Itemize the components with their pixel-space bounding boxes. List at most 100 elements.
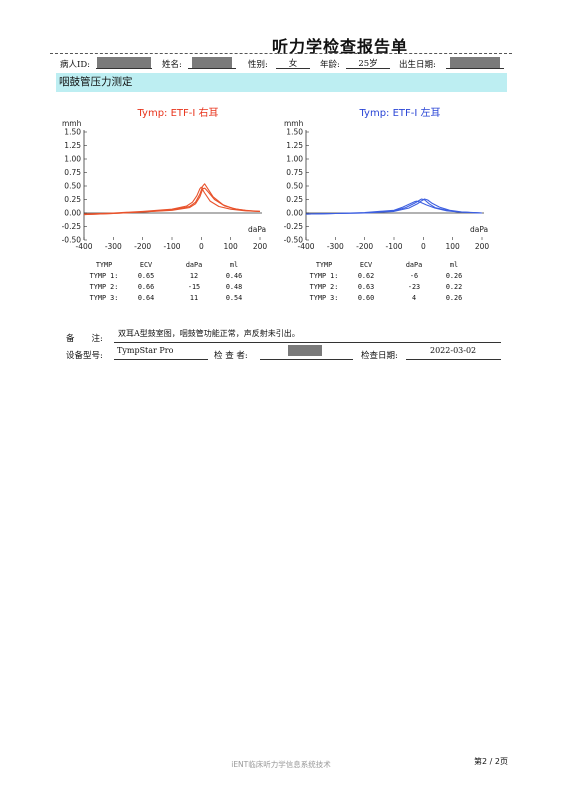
x-tick-label: 200 [475,242,490,251]
patient-age-value: 25岁 [346,57,390,69]
y-tick-label: 1.25 [286,141,303,150]
x-tick-label: -300 [105,242,122,251]
y-tick-label: 1.50 [64,128,81,137]
table-cell: 0.62 [357,272,375,280]
examiner-label: 检 查 者: [214,351,248,361]
table-cell: 0.26 [445,294,463,302]
table-cell: -6 [409,272,419,280]
table-cell: -23 [407,283,421,291]
device-label: 设备型号: [66,351,103,361]
table-cell: -15 [187,283,201,291]
x-tick-label: -300 [327,242,344,251]
patient-dob-field [446,57,504,69]
table-header-cell: ml [449,261,459,269]
series-line [305,200,483,215]
x-tick-label: 200 [253,242,268,251]
table-header-cell: ECV [359,261,373,269]
y-tick-label: 0.50 [64,182,81,191]
y-tick-label: 0.25 [64,195,81,204]
chart-title: Tymp: ETF-I 右耳 [136,106,218,119]
examiner-line [260,359,353,360]
examiner-redaction [288,345,322,356]
date-value: 2022-03-02 [430,346,477,355]
x-tick-label: -100 [163,242,180,251]
x-tick-label: -100 [385,242,402,251]
x-tick-label: 100 [446,242,461,251]
right-ear-tympanogram: Tymp: ETF-I 右耳 mmh 1.50 1.25 1.00 0.75 0.50 0.2… [40,98,280,260]
patient-id-field [96,57,152,69]
y-tick-label: 1.25 [64,141,81,150]
table-cell: 12 [189,272,199,280]
chart-title: Tymp: ETF-I 左耳 [358,106,440,119]
left-ear-table: TYMP ECV daPa ml TYMP 1: 0.62 -6 0.26 TYMP 2: 0.6… [304,261,484,302]
table-cell: TYMP 3: [309,294,339,302]
patient-name-field [188,57,236,69]
table-cell: 0.63 [357,283,375,291]
y-tick-label: 1.00 [64,155,81,164]
table-cell: TYMP 1: [89,272,119,280]
left-ear-tympanogram: Tymp: ETF-I 左耳 mmh 1.50 1.25 1.00 0.75 0.50 0.2… [262,98,502,260]
x-tick-label: 0 [199,242,204,251]
title-divider [50,53,512,54]
table-header-cell: daPa [405,261,423,269]
page-number: 第2 / 2页 [474,757,508,766]
patient-sex-label: 性别: [248,60,268,70]
section-title: 咽鼓管压力测定 [56,73,507,92]
table-cell: 0.26 [445,272,463,280]
series-line [83,187,261,216]
y-tick-label: -0.25 [62,222,82,231]
y-tick-label: 0.75 [286,168,303,177]
y-tick-label: 0.00 [64,209,81,218]
y-tick-label: 0.25 [286,195,303,204]
patient-id-label: 病人ID: [60,60,91,70]
series-line [305,198,483,215]
table-cell: 0.54 [225,294,243,302]
x-tick-label: 0 [421,242,426,251]
table-header-cell: TYMP [95,261,113,269]
patient-name-label: 姓名: [162,60,182,70]
table-header-cell: daPa [185,261,203,269]
table-cell: 0.46 [225,272,243,280]
patient-dob-redaction [450,57,500,68]
y-tick-label: -0.50 [284,236,304,245]
table-cell: 0.22 [445,283,463,291]
y-axis-label: mmh [284,119,304,128]
table-header-cell: ml [229,261,239,269]
y-tick-label: 1.50 [286,128,303,137]
remarks-label: 备 注: [66,334,103,344]
x-tick-label: -400 [297,242,314,251]
device-line [114,359,208,360]
patient-id-redaction [97,57,151,68]
device-value: TympStar Pro [117,346,174,355]
date-line [406,359,501,360]
x-tick-label: -200 [134,242,151,251]
x-axis-label: daPa [470,225,488,234]
table-cell: 11 [189,294,199,302]
patient-age-label: 年龄: [320,60,340,70]
y-tick-label: -0.25 [284,222,304,231]
table-header-cell: ECV [139,261,153,269]
table-cell: 0.65 [137,272,155,280]
patient-name-redaction [192,57,232,68]
y-tick-label: 0.75 [64,168,81,177]
footer-credit: iENT临床听力学信息系统技术 [231,760,331,769]
x-tick-label: -400 [75,242,92,251]
table-cell: 0.66 [137,283,155,291]
series-line [83,183,261,216]
right-ear-table: TYMP ECV daPa ml TYMP 1: 0.65 12 0.46 TYMP 2: 0.6… [84,261,264,302]
report-title: 听力学检查报告单 [272,37,409,56]
y-axis-label: mmh [62,119,82,128]
patient-dob-label: 出生日期: [399,60,436,70]
y-tick-label: -0.50 [62,236,82,245]
table-cell: 0.64 [137,294,155,302]
x-axis-label: daPa [248,225,266,234]
y-tick-label: 1.00 [286,155,303,164]
x-tick-label: -200 [356,242,373,251]
table-cell: 4 [411,294,417,302]
patient-sex-value: 女 [276,57,310,69]
y-tick-label: 0.00 [286,209,303,218]
remarks-line [114,342,501,343]
